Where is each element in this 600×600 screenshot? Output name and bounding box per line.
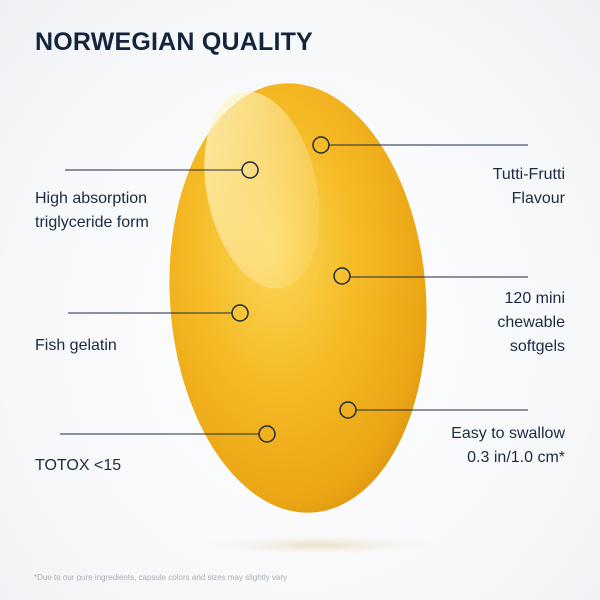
feature-gelatin: Fish gelatin <box>35 334 117 358</box>
feature-text: Flavour <box>511 190 565 207</box>
feature-text: High absorption <box>35 190 148 207</box>
capsule-shadow <box>200 535 440 555</box>
pointer-dot-totox <box>258 425 276 443</box>
pointer-dot-count <box>333 267 351 285</box>
feature-totox: TOTOX <15 <box>35 454 121 478</box>
feature-text: Fish gelatin <box>35 337 117 354</box>
feature-size: Easy to swallow 0.3 in/1.0 cm* <box>451 422 565 470</box>
feature-text: softgels <box>509 338 565 355</box>
feature-text: chewable <box>497 314 565 331</box>
feature-text: Easy to swallow <box>451 425 565 442</box>
pointer-dot-flavour <box>312 136 330 154</box>
feature-text: Tutti-Frutti <box>492 166 565 183</box>
feature-text: triglyceride form <box>35 214 149 231</box>
feature-text: 0.3 in/1.0 cm* <box>467 449 565 466</box>
pointer-dot-absorption <box>241 161 259 179</box>
feature-text: TOTOX <15 <box>35 457 122 474</box>
pointer-dot-gelatin <box>231 304 249 322</box>
pointer-dot-size <box>339 401 357 419</box>
feature-flavour: Tutti-Frutti Flavour <box>493 163 565 211</box>
page-title: NORWEGIAN QUALITY <box>35 28 313 56</box>
feature-count: 120 mini chewable softgels <box>497 287 565 359</box>
feature-text: 120 mini <box>504 290 565 307</box>
feature-absorption: High absorption triglyceride form <box>35 187 149 235</box>
footnote: *Due to our pure ingredients, capsule co… <box>34 573 288 582</box>
capsule-highlight <box>204 91 320 289</box>
